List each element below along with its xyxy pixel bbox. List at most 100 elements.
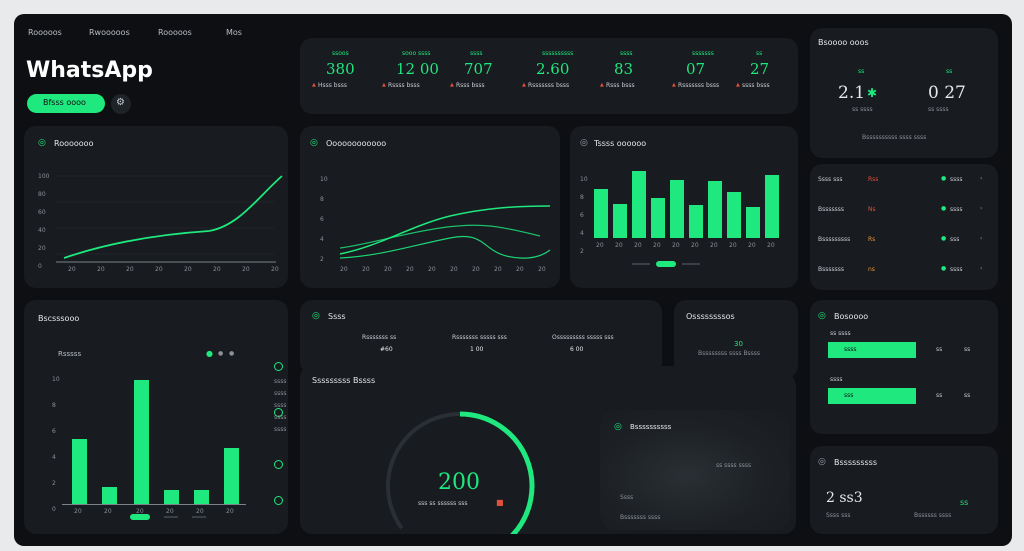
- y-tick: 4: [52, 454, 56, 461]
- stat-value: #60: [380, 346, 393, 353]
- indicator-ring-icon[interactable]: [274, 362, 283, 371]
- y-tick: 10: [320, 176, 328, 183]
- kpi-sub: Rsssssss bsss: [678, 82, 720, 89]
- trend-icon: ▲: [382, 82, 386, 88]
- bar[interactable]: [765, 175, 779, 238]
- bar-chart-top-panel: ◎ Tssss oooooo 10 8 6 4 2 20 20 20 20 20 20 20 20 20 2…: [570, 126, 798, 288]
- indicator-ring-icon[interactable]: [274, 408, 283, 417]
- pagination-dot[interactable]: [192, 516, 206, 518]
- status-value: ssss: [950, 266, 963, 273]
- gauge-panel: Sssssssss Bssss 200 sss ss ssssss sss ■ …: [300, 366, 796, 534]
- x-tick: 20: [538, 266, 546, 273]
- bar[interactable]: [72, 438, 87, 504]
- bar[interactable]: [746, 207, 760, 238]
- trend-icon: ▲: [312, 82, 316, 88]
- bar[interactable]: [134, 380, 149, 504]
- bar[interactable]: [689, 204, 703, 238]
- pagination-dot[interactable]: [164, 516, 178, 518]
- y-tick: 8: [580, 194, 584, 201]
- y-tick: 80: [38, 191, 46, 198]
- primary-button[interactable]: Bfsss oooo: [27, 94, 105, 113]
- y-tick: 10: [580, 176, 588, 183]
- kpi-value: 07: [686, 60, 706, 78]
- x-tick: 20: [362, 266, 370, 273]
- dashboard-window: Rooooos Rwooooos Rooooos Mos WhatsApp Bf…: [14, 14, 1012, 546]
- stat-label: Rsssssss sssss sss: [452, 334, 507, 341]
- nav-item-1[interactable]: Rooooos: [28, 28, 62, 37]
- bar[interactable]: [670, 179, 684, 238]
- kpi-value: 83: [614, 60, 634, 78]
- x-tick: 20: [406, 266, 414, 273]
- x-tick: 20: [615, 242, 623, 249]
- summary-title: Bsssssssss: [834, 458, 877, 467]
- progress-icon: ◎: [818, 311, 826, 321]
- nav-item-2[interactable]: Rwooooos: [89, 28, 130, 37]
- stat-value: 1 00: [470, 346, 484, 353]
- bar[interactable]: [632, 171, 646, 238]
- card-title: Bsoooo ooos: [818, 38, 869, 47]
- bar[interactable]: [594, 188, 608, 238]
- x-tick: 20: [104, 508, 112, 515]
- line-chart-1: [56, 175, 283, 263]
- trend-icon: ▲: [450, 82, 454, 88]
- bar[interactable]: [224, 448, 239, 504]
- x-tick: 20: [242, 266, 250, 273]
- x-tick: 20: [634, 242, 642, 249]
- bar[interactable]: [708, 181, 722, 238]
- more-icon[interactable]: ›: [980, 205, 983, 212]
- info-sub: Bssssssss ssss Bssss: [698, 350, 761, 357]
- bar[interactable]: [102, 487, 117, 504]
- x-tick: 20: [213, 266, 221, 273]
- side-label: ssss: [274, 378, 287, 385]
- bar[interactable]: [727, 192, 741, 238]
- line-chart-2: [339, 205, 551, 259]
- series-line: [63, 175, 283, 259]
- series-line-b: [339, 224, 541, 249]
- indicator-ring-icon[interactable]: [274, 496, 283, 505]
- more-icon[interactable]: ›: [980, 235, 983, 242]
- x-tick: 20: [450, 266, 458, 273]
- bar-chart-bottom-panel: Bscsssooo Rsssss ● ● ● 10 8 6 4 2 0 20 20 20 20 20…: [24, 300, 288, 534]
- summary-right-value: ss: [960, 498, 969, 507]
- y-tick: 6: [580, 212, 584, 219]
- kpi-value: 707: [464, 60, 493, 78]
- status-name: Bsssssss: [818, 266, 844, 273]
- stat-value: 6 00: [570, 346, 584, 353]
- x-tick: 20: [271, 266, 279, 273]
- pagination-active[interactable]: [130, 514, 150, 520]
- kpi-label: ssoos: [332, 50, 349, 57]
- pagination-active[interactable]: [656, 261, 676, 267]
- nav-item-4[interactable]: Mos: [226, 28, 242, 37]
- trend-icon: ▲: [672, 82, 676, 88]
- bar[interactable]: [651, 197, 665, 238]
- trend-icon: ▲: [736, 82, 740, 88]
- progress-bar-label: ssss: [844, 346, 857, 353]
- gauge: [386, 411, 535, 534]
- more-icon[interactable]: ›: [980, 265, 983, 272]
- y-tick: 60: [38, 209, 46, 216]
- left-metric-sub: ss ssss: [852, 106, 873, 113]
- left-metric-label: ss: [858, 68, 865, 75]
- status-dot-icon: ●: [941, 205, 947, 212]
- summary-right-sub: Bssssss ssss: [914, 512, 952, 519]
- bar[interactable]: [613, 203, 627, 238]
- bar[interactable]: [194, 490, 209, 504]
- more-icon[interactable]: ›: [980, 175, 983, 182]
- nav-item-3[interactable]: Rooooos: [158, 28, 192, 37]
- legend-icon-1: ●: [206, 349, 213, 358]
- indicator-ring-icon[interactable]: [274, 460, 283, 469]
- map-card: ◎ Bssssssssss ss ssss ssss Ssss Bsssssss…: [600, 410, 790, 530]
- kpi-value: 2.60: [536, 60, 570, 78]
- status-dot-icon: ●: [941, 175, 947, 182]
- x-tick: 20: [384, 266, 392, 273]
- settings-button[interactable]: ⚙: [111, 94, 131, 114]
- map-icon: ◎: [614, 422, 622, 432]
- left-metric-value: 2.1: [838, 83, 866, 103]
- bar-chart-top-title: Tssss oooooo: [594, 139, 647, 148]
- kpi-value: 380: [326, 60, 355, 78]
- y-tick: 8: [320, 196, 324, 203]
- bar[interactable]: [164, 490, 179, 504]
- progress-panel: ◎ Bosoooo ss ssss ssss ss ss ssss sss ss ss: [810, 300, 998, 434]
- x-tick: 20: [136, 508, 144, 515]
- trend-icon: ▲: [522, 82, 526, 88]
